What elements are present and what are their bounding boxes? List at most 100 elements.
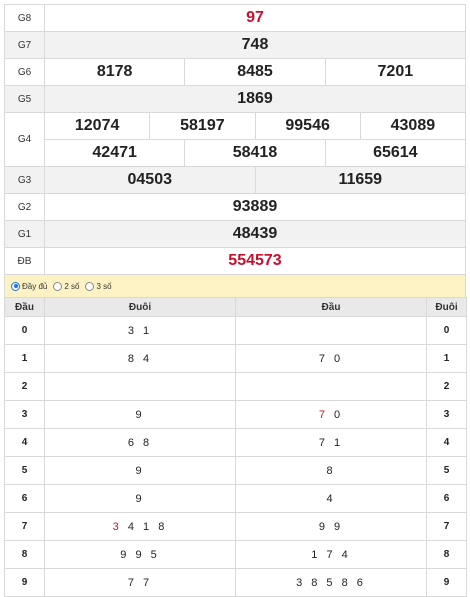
highlight-digit: 3 (112, 520, 122, 533)
prize-row-g3: G3 04503 11659 (4, 166, 466, 194)
prize-number: 8178 (96, 63, 133, 80)
prize-table: G8 97 G7 748 G6 8178 8485 7201 G5 1869 G… (4, 4, 466, 275)
prize-row-g4: G4 12074 58197 99546 43089 42471 58418 6… (4, 112, 466, 167)
tail-digits: 8 4 (44, 344, 236, 373)
head-digits: 9 9 (235, 512, 427, 541)
prize-label: G6 (4, 58, 45, 86)
loto-row: 8 9 9 5 1 7 4 8 (4, 540, 467, 569)
row-key: 9 (4, 568, 45, 597)
prize-number: 65614 (324, 140, 465, 166)
tail-digits: 9 (44, 400, 236, 429)
row-key: 1 (426, 344, 467, 373)
row-key: 1 (4, 344, 45, 373)
prize-label: G2 (4, 193, 45, 221)
tail-digits: 9 (44, 456, 236, 485)
col-head-duoi: Đuôi (426, 297, 467, 317)
radio-icon[interactable] (53, 281, 63, 291)
prize-number: 93889 (44, 193, 466, 221)
row-key: 5 (426, 456, 467, 485)
prize-label: ĐB (4, 247, 45, 275)
tail-digits: 3 1 (44, 316, 236, 345)
prize-label: G4 (4, 112, 45, 167)
prize-row-g6: G6 8178 8485 7201 (4, 58, 466, 86)
row-key: 8 (426, 540, 467, 569)
row-key: 9 (426, 568, 467, 597)
prize-label: G5 (4, 85, 45, 113)
row-key: 3 (426, 400, 467, 429)
row-key: 6 (426, 484, 467, 513)
display-options: Đầy đủ 2 số 3 số (4, 275, 466, 297)
row-key: 2 (4, 372, 45, 401)
row-key: 0 (426, 316, 467, 345)
prize-number: 99546 (254, 113, 360, 139)
prize-number: 04503 (127, 171, 173, 188)
prize-number: 97 (44, 4, 466, 32)
special-prize-number: 554573 (44, 247, 466, 275)
prize-number: 12074 (74, 117, 120, 134)
prize-label: G7 (4, 31, 45, 59)
prize-label: G3 (4, 166, 45, 194)
col-head-duoi: Đuôi (44, 297, 236, 317)
row-key: 7 (4, 512, 45, 541)
loto-table: Đầu Đuôi Đầu Đuôi 0 3 1 0 1 8 4 7 0 1 2 … (4, 297, 467, 597)
digits: 0 (327, 408, 344, 421)
loto-row: 9 7 7 3 8 5 8 6 9 (4, 568, 467, 597)
head-digits: 8 (235, 456, 427, 485)
row-key: 0 (4, 316, 45, 345)
row-key: 4 (426, 428, 467, 457)
tail-digits: 6 8 (44, 428, 236, 457)
prize-number: 48439 (44, 220, 466, 248)
prize-row-g8: G8 97 (4, 4, 466, 32)
option-label: 3 số (96, 281, 112, 291)
highlight-digit: 7 (318, 408, 328, 421)
row-key: 4 (4, 428, 45, 457)
row-key: 6 (4, 484, 45, 513)
loto-row: 1 8 4 7 0 1 (4, 344, 467, 373)
prize-label: G8 (4, 4, 45, 32)
prize-label: G1 (4, 220, 45, 248)
head-digits (235, 316, 427, 345)
head-digits: 7 1 (235, 428, 427, 457)
prize-number: 11659 (254, 167, 466, 193)
digits: 4 1 8 (121, 520, 168, 533)
tail-digits: 7 7 (44, 568, 236, 597)
loto-row: 3 9 7 0 3 (4, 400, 467, 429)
option-full[interactable]: Đầy đủ (11, 281, 48, 291)
radio-icon[interactable] (85, 281, 95, 291)
option-three-digits[interactable]: 3 số (85, 281, 112, 291)
col-head-dau: Đầu (235, 297, 427, 317)
option-label: Đầy đủ (22, 281, 48, 291)
option-label: 2 số (64, 281, 80, 291)
head-digits (235, 372, 427, 401)
option-two-digits[interactable]: 2 số (53, 281, 80, 291)
tail-digits: 3 4 1 8 (44, 512, 236, 541)
prize-row-g2: G2 93889 (4, 193, 466, 221)
loto-header: Đầu Đuôi Đầu Đuôi (4, 297, 467, 317)
row-key: 7 (426, 512, 467, 541)
prize-row-db: ĐB 554573 (4, 247, 466, 275)
head-digits: 3 8 5 8 6 (235, 568, 427, 597)
prize-number: 58197 (149, 113, 254, 139)
prize-row-g5: G5 1869 (4, 85, 466, 113)
lottery-results: G8 97 G7 748 G6 8178 8485 7201 G5 1869 G… (4, 4, 467, 597)
tail-digits (44, 372, 236, 401)
tail-digits: 9 (44, 484, 236, 513)
prize-number: 42471 (92, 144, 137, 161)
row-key: 8 (4, 540, 45, 569)
tail-digits: 9 9 5 (44, 540, 236, 569)
row-key: 5 (4, 456, 45, 485)
radio-selected-icon[interactable] (11, 281, 20, 291)
loto-row: 0 3 1 0 (4, 316, 467, 345)
prize-number: 7201 (324, 59, 465, 85)
loto-row: 6 9 4 6 (4, 484, 467, 513)
prize-number: 748 (44, 31, 466, 59)
prize-number: 58418 (184, 140, 324, 166)
loto-row: 2 2 (4, 372, 467, 401)
prize-number: 1869 (44, 85, 466, 113)
loto-row: 4 6 8 7 1 4 (4, 428, 467, 457)
row-key: 3 (4, 400, 45, 429)
head-digits: 7 0 (235, 400, 427, 429)
loto-row: 5 9 8 5 (4, 456, 467, 485)
prize-number: 8485 (184, 59, 324, 85)
head-digits: 4 (235, 484, 427, 513)
